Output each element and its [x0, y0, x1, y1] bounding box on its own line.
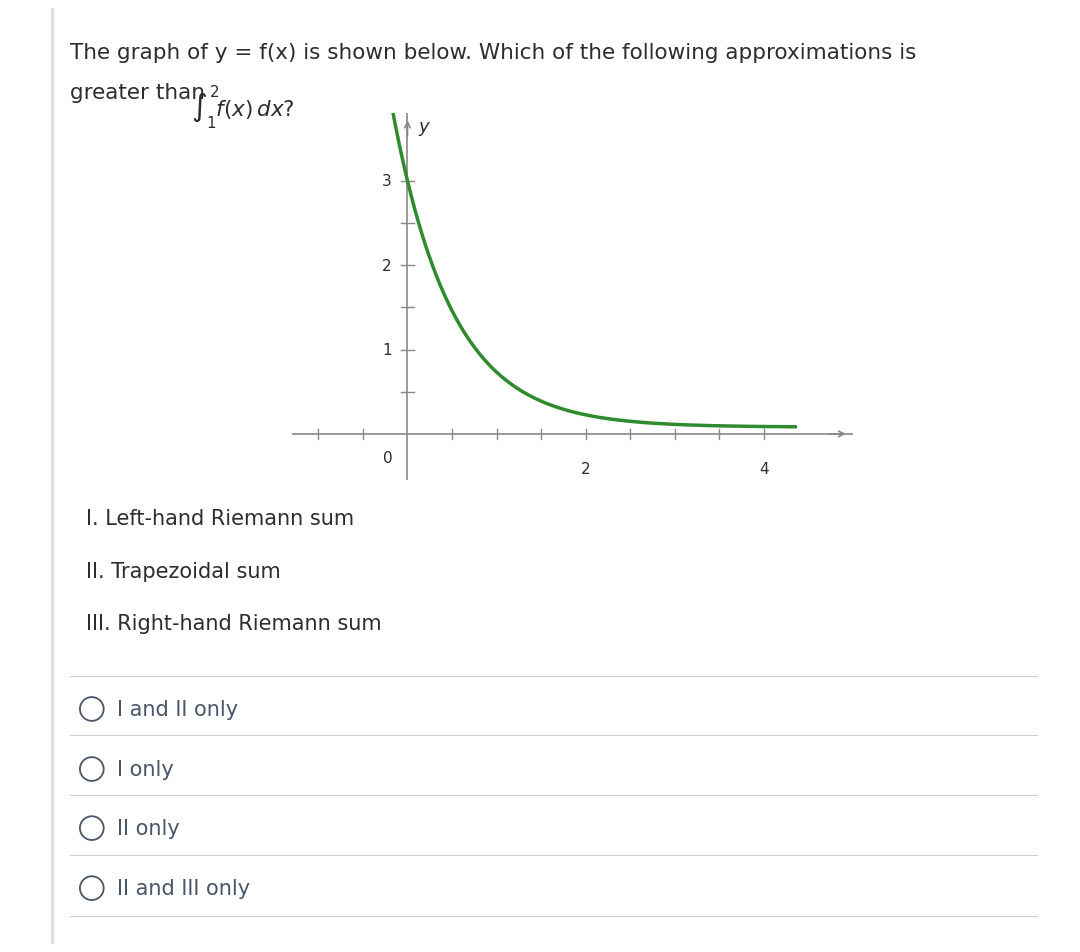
- Text: II. Trapezoidal sum: II. Trapezoidal sum: [86, 562, 281, 581]
- Text: y: y: [418, 118, 429, 136]
- Text: greater than: greater than: [70, 83, 212, 103]
- Text: 2: 2: [581, 462, 591, 476]
- Text: 2: 2: [382, 258, 391, 273]
- Text: II only: II only: [117, 819, 179, 838]
- Text: I only: I only: [117, 760, 174, 779]
- Text: 0: 0: [383, 450, 393, 466]
- Text: 4: 4: [759, 462, 769, 476]
- Text: I. Left-hand Riemann sum: I. Left-hand Riemann sum: [86, 509, 354, 528]
- Text: III. Right-hand Riemann sum: III. Right-hand Riemann sum: [86, 614, 382, 633]
- Text: I and II only: I and II only: [117, 700, 238, 719]
- Text: 1: 1: [382, 343, 391, 358]
- Text: $\int_1^2\!f(x)\,dx$?: $\int_1^2\!f(x)\,dx$?: [191, 83, 295, 130]
- Text: II and III only: II and III only: [117, 879, 249, 898]
- Text: 3: 3: [381, 174, 391, 189]
- Text: The graph of y = f(x) is shown below. Which of the following approximations is: The graph of y = f(x) is shown below. Wh…: [70, 43, 917, 63]
